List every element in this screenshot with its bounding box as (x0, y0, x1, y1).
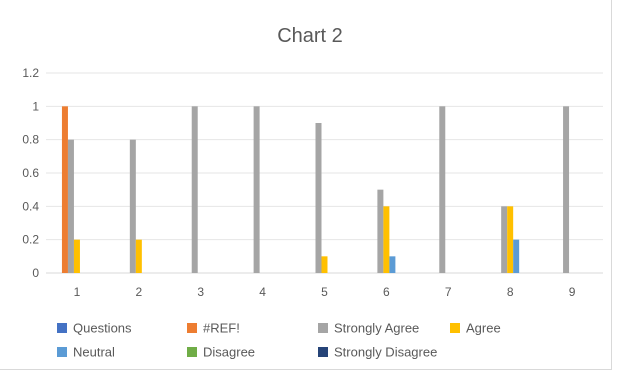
legend-label: Strongly Disagree (334, 345, 437, 360)
bar (383, 206, 390, 273)
x-tick-label: 3 (197, 285, 204, 299)
legend-swatch (57, 323, 67, 333)
x-tick-label: 2 (135, 285, 142, 299)
legend-swatch (57, 347, 67, 357)
bar (61, 106, 68, 273)
x-tick-label: 9 (569, 285, 576, 299)
bar (129, 139, 136, 273)
legend-label: #REF! (203, 321, 240, 336)
y-tick-label: 0.6 (22, 166, 39, 180)
x-tick-label: 6 (383, 285, 390, 299)
bar (135, 239, 142, 273)
legend-label: Disagree (203, 345, 255, 360)
bar (191, 106, 198, 273)
y-tick-label: 0.2 (22, 233, 39, 247)
bar (563, 106, 570, 273)
y-tick-label: 1 (32, 99, 39, 113)
legend-label: Strongly Agree (334, 321, 419, 336)
bar (315, 123, 322, 273)
y-tick-label: 1.2 (22, 66, 39, 80)
y-tick-label: 0 (32, 266, 39, 280)
legend: Questions #REF! Strongly Agree Agree Neutral… (57, 321, 501, 360)
y-axis-tick-labels: 0 0.2 0.4 0.6 0.8 1 1.2 (22, 66, 39, 280)
legend-swatch (318, 323, 328, 333)
x-axis-tick-labels: 1 2 3 4 5 6 7 8 9 (74, 285, 576, 299)
bar (501, 206, 508, 273)
bars (61, 106, 570, 273)
legend-label: Questions (73, 321, 132, 336)
y-tick-label: 0.4 (22, 199, 39, 213)
legend-swatch (318, 347, 328, 357)
x-tick-label: 8 (507, 285, 514, 299)
legend-label: Neutral (73, 345, 115, 360)
legend-swatch (187, 347, 197, 357)
bar (321, 256, 328, 273)
y-tick-label: 0.8 (22, 133, 39, 147)
bar (513, 239, 520, 273)
x-tick-label: 5 (321, 285, 328, 299)
legend-label: Agree (466, 321, 501, 336)
bar (253, 106, 260, 273)
bar (73, 239, 80, 273)
chart-title: Chart 2 (277, 25, 343, 47)
bar (67, 139, 74, 273)
gridlines (46, 72, 603, 274)
bar (439, 106, 446, 273)
bar (507, 206, 514, 273)
legend-swatch (187, 323, 197, 333)
x-tick-label: 1 (74, 285, 81, 299)
x-tick-label: 4 (259, 285, 266, 299)
bar (389, 256, 396, 273)
x-tick-label: 7 (445, 285, 452, 299)
bar (377, 189, 384, 273)
legend-swatch (450, 323, 460, 333)
